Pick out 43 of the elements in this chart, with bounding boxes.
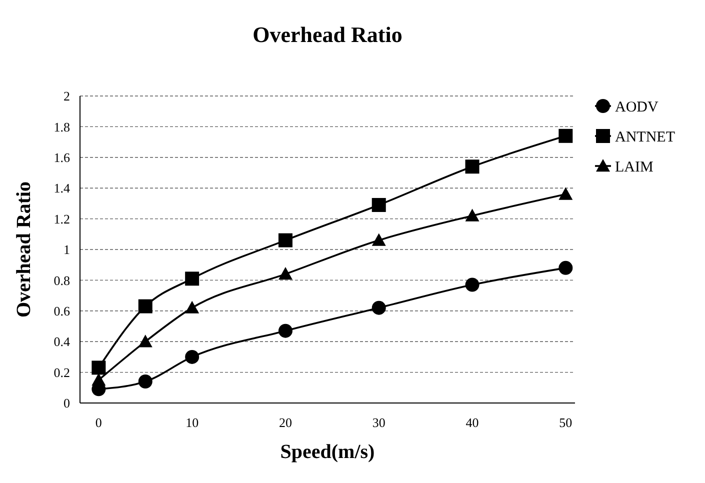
point (465, 208, 480, 222)
point (558, 187, 573, 200)
point (92, 372, 106, 386)
legend-label: ANTNET (615, 129, 675, 146)
legend-label: AODV (615, 99, 658, 116)
point (185, 350, 200, 364)
point (185, 300, 200, 314)
point (138, 299, 152, 314)
y-tick-label: 2 (64, 88, 70, 104)
point (278, 324, 292, 338)
legend-label: LAIM (615, 159, 654, 176)
y-tick-label: 0.8 (54, 272, 70, 288)
chart-title: Overhead Ratio (252, 22, 402, 47)
point (372, 300, 386, 315)
y-tick-label: 1.4 (54, 180, 70, 196)
y-tick-label: 1 (64, 242, 70, 258)
point (138, 374, 152, 389)
y-tick-label: 0.4 (54, 334, 70, 350)
y-tick-label: 0.2 (54, 364, 70, 380)
y-axis-title: Overhead Ratio (13, 181, 35, 318)
x-tick-label: 10 (186, 415, 199, 430)
x-tick-label: 50 (559, 415, 572, 430)
x-axis-title: Speed(m/s) (280, 441, 375, 463)
point (372, 233, 386, 246)
y-tick-label: 0.6 (54, 303, 70, 318)
x-tick-label: 40 (466, 415, 479, 430)
y-tick-label: 1.6 (54, 150, 70, 165)
point (92, 360, 106, 375)
point (138, 334, 152, 348)
point (465, 278, 480, 292)
point (558, 260, 573, 275)
y-tick-label: 1.8 (54, 119, 70, 134)
point (558, 128, 573, 143)
point (185, 272, 200, 286)
point (465, 160, 480, 174)
point (278, 233, 292, 248)
y-tick-label: 1.2 (54, 211, 70, 226)
x-tick-label: 20 (278, 415, 292, 430)
x-tick-label: 0 (95, 415, 102, 430)
point (372, 198, 386, 212)
x-tick-label: 30 (372, 415, 386, 430)
point (278, 267, 292, 280)
y-tick-label: 0 (64, 396, 70, 411)
